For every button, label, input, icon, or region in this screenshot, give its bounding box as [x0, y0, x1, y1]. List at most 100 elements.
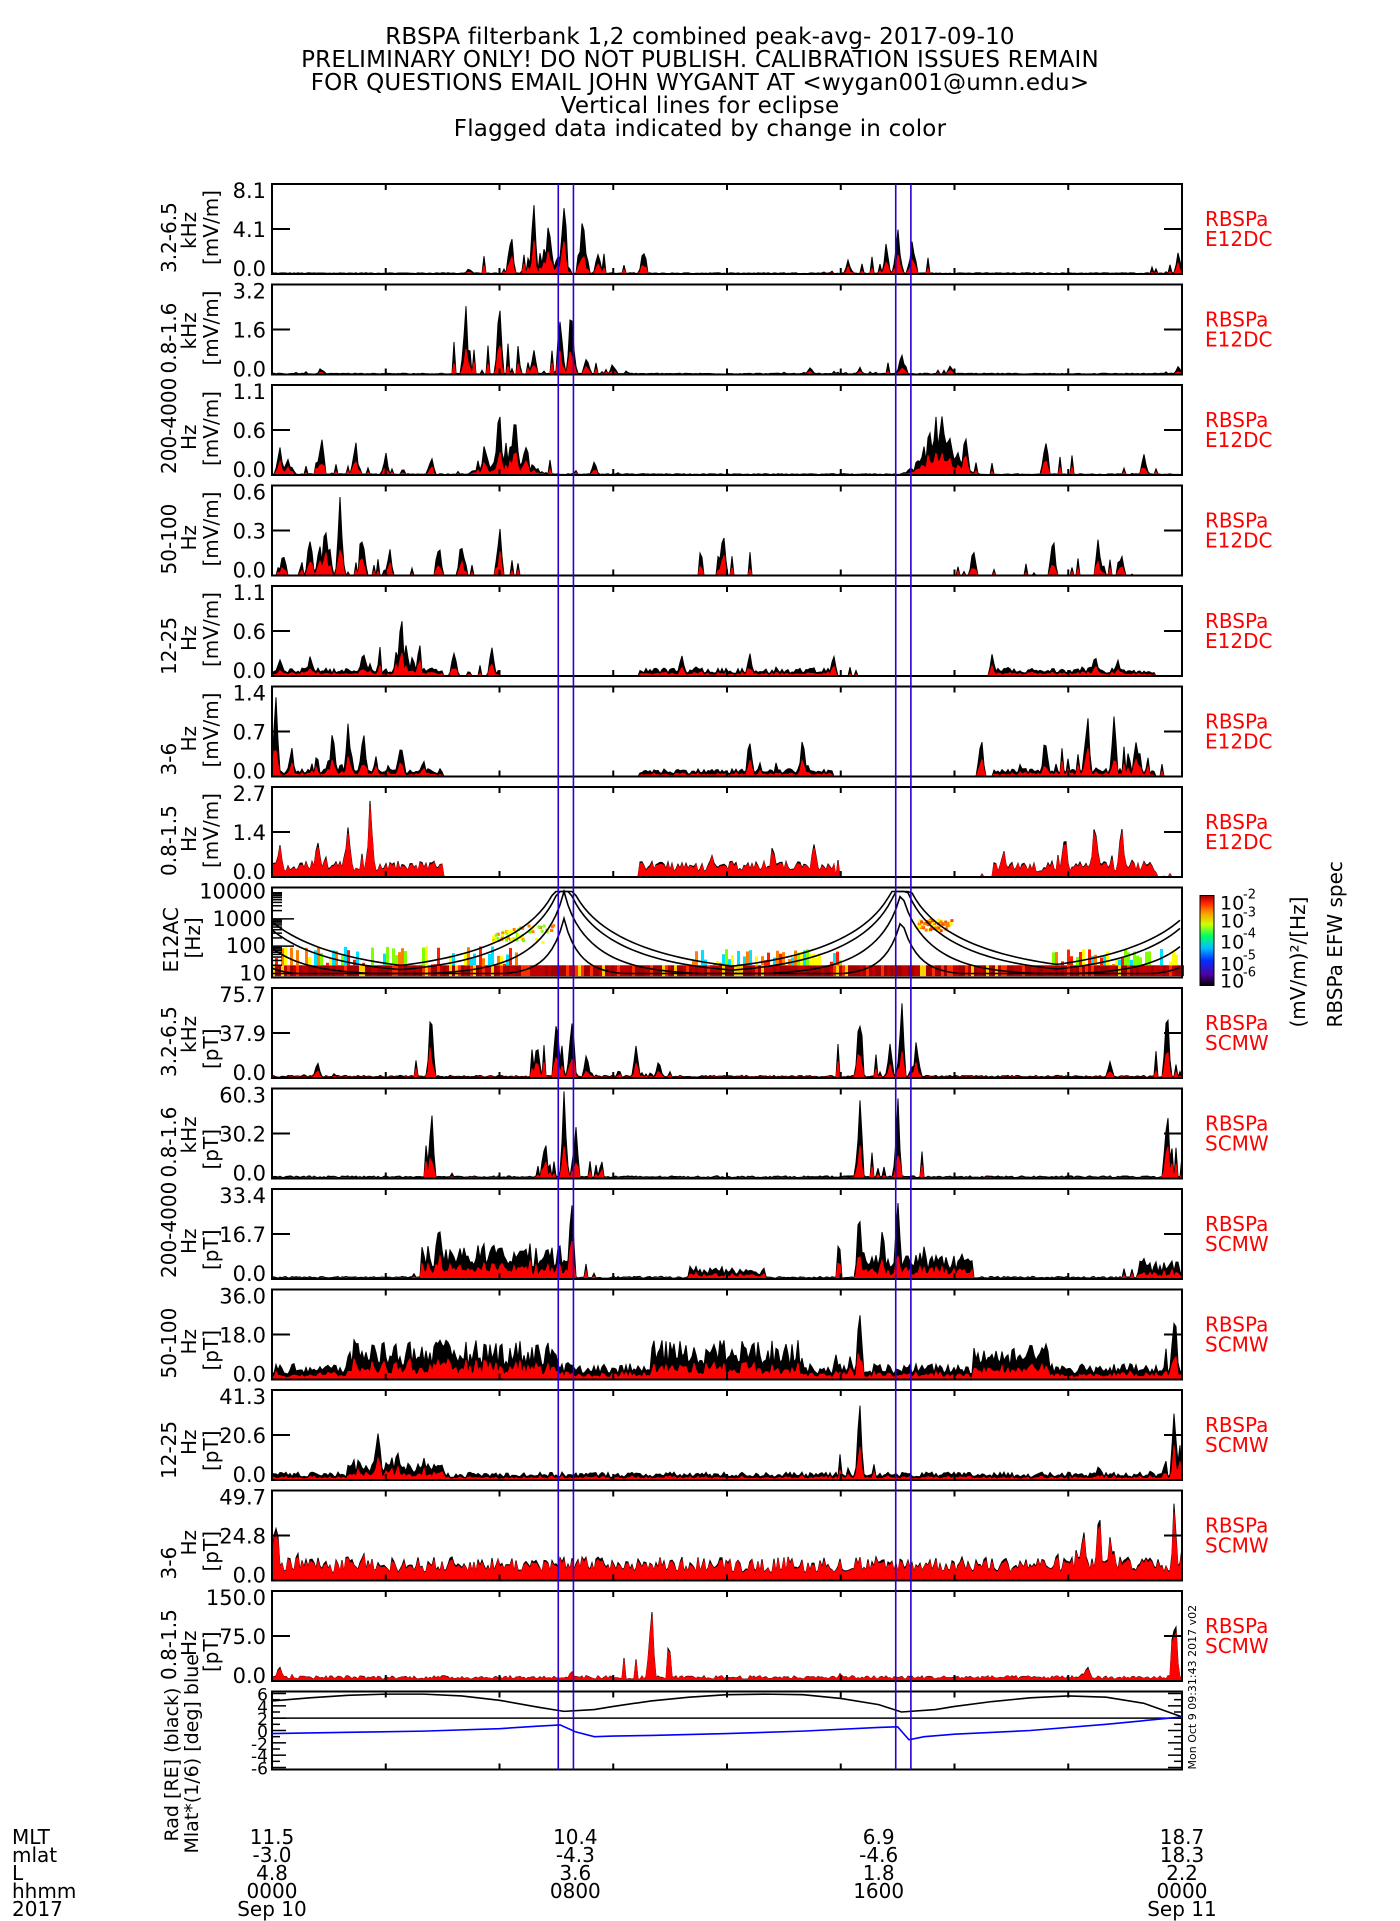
spec-cell: [785, 965, 788, 976]
spec-cell: [510, 930, 513, 933]
spec-cell: [929, 928, 932, 931]
spec-cell: [413, 965, 416, 976]
spec-cell: [566, 965, 569, 976]
spec-cell: [1046, 965, 1049, 976]
ephem-ylabel-mlat: Mlat*(1/6) [deg] blue: [181, 1654, 203, 1853]
spec-cell: [398, 952, 401, 965]
spec-cell: [326, 965, 329, 976]
spec-cell: [512, 965, 515, 976]
y-tick-label: 10000: [199, 880, 266, 904]
spec-cell: [470, 965, 473, 976]
spec-cell: [407, 965, 410, 976]
spec-cell: [500, 965, 503, 976]
y-tick-label-mid: 0.3: [233, 520, 266, 544]
channel-label: E12DC: [1205, 629, 1272, 653]
spec-cell: [815, 965, 818, 976]
spec-cell: [940, 920, 943, 923]
spec-cell: [1139, 965, 1142, 976]
spec-cell: [1022, 965, 1025, 976]
y-tick-label-bottom: 0.0: [233, 1162, 266, 1186]
spec-cell: [1127, 965, 1130, 976]
panel-frame: [272, 787, 1182, 877]
y-tick-label-top: 3.2: [233, 280, 266, 304]
spec-cell: [1151, 965, 1154, 976]
spec-cell: [1079, 952, 1082, 965]
spec-cell: [833, 965, 836, 976]
spec-cell: [359, 965, 362, 976]
spec-cell: [479, 965, 482, 976]
spec-cell: [509, 965, 512, 976]
spec-cell: [737, 951, 740, 965]
spec-cell: [872, 965, 875, 976]
spec-cell: [776, 965, 779, 976]
spec-cell: [812, 965, 815, 976]
spec-cell: [395, 955, 398, 965]
trace-black: [272, 205, 1182, 274]
spec-cell: [767, 953, 770, 966]
spec-cell: [905, 965, 908, 976]
y-axis-unit: [pT]: [199, 1129, 223, 1170]
spec-cell: [779, 965, 782, 976]
spec-cell: [522, 939, 525, 942]
spec-cell: [320, 965, 323, 976]
y-axis-unit: [pT]: [199, 1028, 223, 1069]
y-tick-label-bottom: 0.0: [233, 358, 266, 382]
spec-cell: [920, 921, 923, 924]
spec-cell: [887, 965, 890, 976]
spec-cell: [1091, 965, 1094, 976]
colorbar-tick-exponent: -5: [1243, 949, 1256, 964]
spec-cell: [740, 965, 743, 976]
spec-cell: [845, 965, 848, 976]
channel-label: E12DC: [1205, 428, 1272, 452]
spec-cell: [1142, 965, 1145, 976]
spec-cell: [794, 951, 797, 966]
y-axis-freq-unit: Hz: [177, 424, 201, 450]
spec-cell: [347, 965, 350, 976]
spec-cell: [497, 965, 500, 976]
y-axis-freq-unit: Hz: [177, 1228, 201, 1254]
spec-cell: [830, 965, 833, 976]
spec-cell: [389, 965, 392, 976]
spec-cell: [725, 949, 728, 965]
spec-cell: [617, 965, 620, 976]
version-stamp: Mon Oct 9 09:31:43 2017 v02: [1186, 1605, 1199, 1770]
spec-cell: [921, 925, 924, 928]
spec-cell: [290, 948, 293, 966]
y-axis-unit: [mV/m]: [199, 190, 223, 265]
spec-cell: [710, 965, 713, 976]
spec-cell: [632, 965, 635, 976]
spec-cell: [1028, 965, 1031, 976]
spec-cell: [350, 965, 353, 976]
spec-cell: [575, 965, 578, 976]
y-axis-freq-unit: Hz: [177, 1530, 201, 1556]
spec-cell: [1148, 965, 1151, 976]
spec-cell: [677, 965, 680, 976]
panel-frame: [272, 1591, 1182, 1681]
spec-cell: [305, 965, 308, 976]
channel-label: SCMW: [1205, 1634, 1269, 1658]
spec-cell: [401, 948, 404, 965]
spec-cell: [449, 965, 452, 976]
spec-cell: [713, 965, 716, 976]
y-axis-freq-unit: Hz: [177, 1329, 201, 1355]
panel-frame: [272, 1189, 1182, 1279]
spec-cell: [890, 965, 893, 976]
channel-label: E12DC: [1205, 730, 1272, 754]
spec-cell: [452, 953, 455, 965]
spec-cell: [755, 956, 758, 965]
panel-frame: [272, 1692, 1182, 1770]
spec-cell: [293, 965, 296, 976]
spec-cell: [1157, 965, 1160, 976]
spec-cell: [443, 965, 446, 976]
y-tick-label-mid: 30.2: [219, 1123, 266, 1147]
spec-cell: [467, 947, 470, 965]
spec-cell: [353, 965, 356, 976]
spec-cell: [473, 954, 476, 966]
y-tick-label-bottom: 0.0: [233, 1664, 266, 1688]
